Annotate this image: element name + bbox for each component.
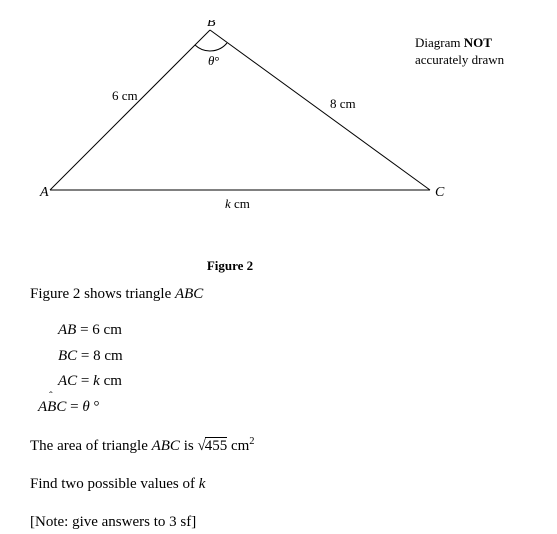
given-bc-lhs: BC: [58, 348, 77, 364]
figure-caption-text: Figure 2: [207, 258, 253, 273]
side-ac-label: k cm: [225, 196, 250, 211]
angle-pre: A: [38, 399, 47, 415]
angle-var: θ: [82, 399, 89, 415]
intro-pre: Figure 2 shows triangle: [30, 286, 175, 302]
given-ac-lhs: AC: [58, 373, 77, 389]
given-ac: AC = k cm: [58, 369, 527, 395]
angle-post: C: [56, 399, 66, 415]
find-pre: Find two possible values of: [30, 476, 199, 492]
find-line: Find two possible values of k: [30, 472, 527, 496]
given-ab-lhs: AB: [58, 322, 76, 338]
given-bc: BC = 8 cm: [58, 344, 527, 370]
area-pre: The area of triangle: [30, 438, 152, 454]
hat-symbol: ˆ: [49, 387, 53, 406]
side-bc-label: 8 cm: [330, 96, 356, 111]
vertex-a-label: A: [39, 185, 49, 200]
figure-container: A B C 6 cm 8 cm k cm θ° Diagram NOT accu…: [30, 20, 510, 240]
note-line: [Note: give answers to 3 sf]: [30, 510, 527, 534]
diagram-note-line2: accurately drawn: [415, 52, 504, 67]
vertex-b-label: B: [207, 20, 216, 30]
diagram-note-line1-pre: Diagram: [415, 35, 464, 50]
area-sup: 2: [249, 436, 254, 447]
given-ac-var: k: [93, 373, 100, 389]
given-ac-eq: =: [77, 373, 93, 389]
figure-caption: Figure 2: [30, 258, 430, 274]
given-angle: ABC ˆ = θ °: [38, 395, 527, 421]
problem-content: Figure 2 shows triangle ABC AB = 6 cm BC…: [30, 282, 527, 534]
area-tri: ABC: [152, 438, 180, 454]
given-block: AB = 6 cm BC = 8 cm AC = k cm ABC ˆ = θ …: [58, 318, 527, 420]
given-ac-unit: cm: [100, 373, 122, 389]
vertex-c-label: C: [435, 185, 445, 200]
area-line: The area of triangle ABC is √455 cm2: [30, 434, 527, 458]
given-ab-rhs: = 6 cm: [76, 322, 122, 338]
area-unit: cm: [227, 438, 249, 454]
side-ab: [50, 30, 210, 190]
area-mid: is: [180, 438, 198, 454]
diagram-note-bold: NOT: [464, 35, 492, 50]
angle-label: θ°: [208, 53, 220, 68]
angle-eq: =: [66, 399, 82, 415]
triangle-svg: A B C 6 cm 8 cm k cm θ°: [30, 20, 450, 220]
intro-tri: ABC: [175, 286, 203, 302]
side-ab-label: 6 cm: [112, 88, 138, 103]
given-bc-rhs: = 8 cm: [77, 348, 123, 364]
angle-deg: °: [90, 399, 100, 415]
sqrt-arg: 455: [205, 437, 228, 454]
given-ab: AB = 6 cm: [58, 318, 527, 344]
diagram-note: Diagram NOT accurately drawn: [415, 35, 525, 69]
angle-arc: [195, 43, 227, 51]
find-var: k: [199, 476, 206, 492]
side-bc: [210, 30, 430, 190]
intro-line: Figure 2 shows triangle ABC: [30, 282, 527, 306]
